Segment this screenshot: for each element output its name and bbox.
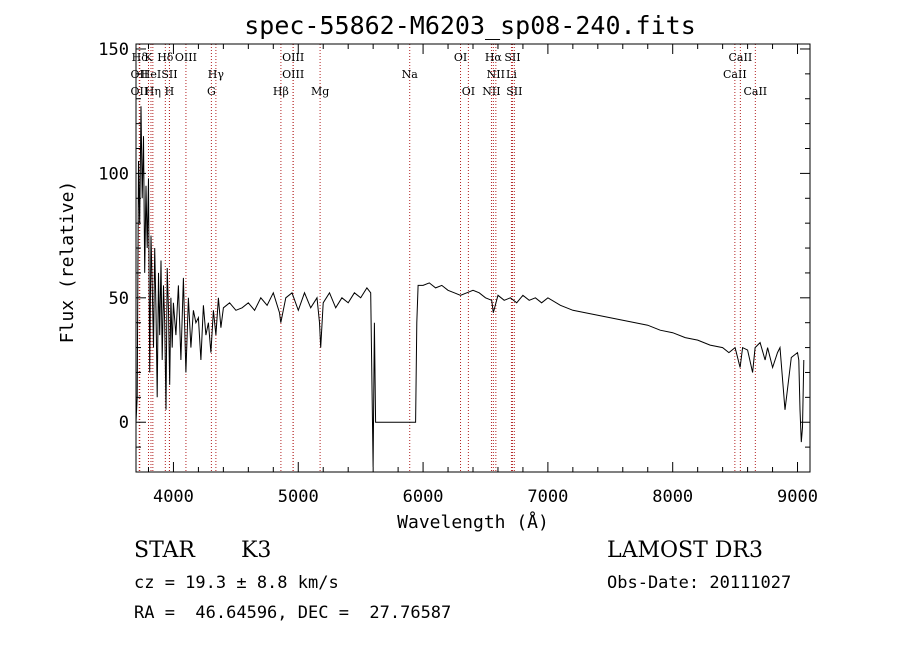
line-label-9: OII bbox=[131, 68, 149, 81]
observation-date: Obs-Date: 20111027 bbox=[607, 573, 792, 593]
chart-title: spec-55862-M6203_sp08-240.fits bbox=[244, 11, 696, 40]
line-label-20: H bbox=[165, 85, 175, 98]
line-label-26: SII bbox=[506, 85, 522, 98]
coordinates: RA = 46.64596, DEC = 27.76587 bbox=[134, 603, 452, 623]
spectral-line-markers bbox=[138, 44, 756, 472]
y-tick-label-2: 100 bbox=[98, 164, 129, 184]
line-label-25: NII bbox=[482, 85, 500, 98]
line-label-12: Hγ bbox=[208, 68, 225, 81]
line-label-15: NII bbox=[487, 68, 505, 81]
spectrum-series-line bbox=[135, 106, 805, 468]
x-axis: 4000 5000 6000 7000 8000 9000 bbox=[147, 44, 818, 507]
line-label-7: SII bbox=[504, 51, 520, 64]
line-label-19: Hη bbox=[145, 85, 161, 98]
x-tick-label-3: 7000 bbox=[527, 487, 568, 507]
line-label-2: Hδ bbox=[157, 51, 174, 64]
x-tick-label-0: 4000 bbox=[153, 487, 194, 507]
line-label-5: OI bbox=[454, 51, 467, 64]
plot-frame bbox=[135, 43, 811, 473]
redshift-velocity: cz = 19.3 ± 8.8 km/s bbox=[134, 573, 339, 593]
line-label-22: Hβ bbox=[273, 85, 289, 98]
object-subclass: K3 bbox=[241, 538, 272, 563]
survey-name: LAMOST DR3 bbox=[607, 538, 763, 563]
line-label-3: OIII bbox=[175, 51, 197, 64]
line-label-17: CaII bbox=[723, 68, 747, 81]
x-tick-label-5: 9000 bbox=[777, 487, 818, 507]
line-label-8: CaII bbox=[729, 51, 753, 64]
y-tick-label-1: 50 bbox=[109, 289, 129, 309]
line-label-21: G bbox=[207, 85, 216, 98]
line-label-11: SII bbox=[161, 68, 177, 81]
y-tick-label-0: 0 bbox=[119, 413, 129, 433]
line-label-10: HeI bbox=[141, 68, 161, 81]
spectrum-chart: spec-55862-M6203_sp08-240.fits HδK Hδ OIII… bbox=[57, 11, 818, 533]
line-label-24: OI bbox=[462, 85, 475, 98]
y-axis: 0 50 100 150 bbox=[98, 40, 810, 448]
x-tick-label-4: 8000 bbox=[652, 487, 693, 507]
line-label-23: Mg bbox=[311, 85, 329, 98]
line-label-18: OII bbox=[131, 85, 149, 98]
object-class: STAR bbox=[134, 538, 195, 563]
x-tick-label-1: 5000 bbox=[278, 487, 319, 507]
line-label-6: Hα bbox=[485, 51, 503, 64]
y-tick-label-3: 150 bbox=[98, 40, 129, 60]
line-label-13: OIII bbox=[282, 68, 304, 81]
line-label-1: K bbox=[144, 51, 153, 64]
x-tick-label-2: 6000 bbox=[403, 487, 444, 507]
line-label-4: OIII bbox=[282, 51, 304, 64]
y-axis-label: Flux (relative) bbox=[57, 181, 78, 344]
line-label-16: Li bbox=[506, 68, 517, 81]
x-axis-label: Wavelength (Å) bbox=[397, 511, 549, 533]
line-label-14: Na bbox=[402, 68, 419, 81]
line-label-27: CaII bbox=[743, 85, 767, 98]
